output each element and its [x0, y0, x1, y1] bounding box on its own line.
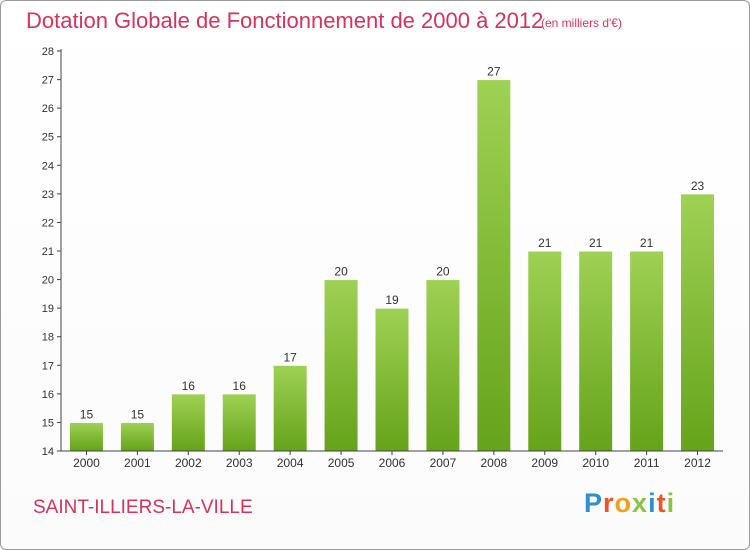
x-tick-label-2003: 2003	[226, 456, 253, 470]
data-label-2004: 17	[283, 350, 297, 364]
bar-2012	[680, 193, 716, 452]
x-tick-label-2005: 2005	[328, 456, 355, 470]
x-tick-label-2008: 2008	[480, 456, 507, 470]
x-tick-label-2002: 2002	[175, 456, 202, 470]
data-label-2006: 19	[385, 293, 399, 307]
data-label-2012: 23	[691, 179, 705, 193]
y-tick-label: 28	[42, 46, 54, 58]
x-tick-label-2004: 2004	[277, 456, 304, 470]
y-tick-label: 26	[42, 103, 54, 115]
x-tick-label-2009: 2009	[531, 456, 558, 470]
x-tick-label-2010: 2010	[582, 456, 609, 470]
bar-2009	[527, 250, 563, 452]
bar-2006	[374, 307, 410, 452]
chart-subtitle: (en milliers d'€)	[541, 16, 622, 30]
y-tick-label: 20	[42, 275, 54, 287]
y-tick-label: 15	[42, 417, 54, 429]
logo-letter: t	[656, 488, 667, 518]
data-label-2002: 16	[182, 379, 196, 393]
x-tick-label-2012: 2012	[684, 456, 711, 470]
logo-letter: i	[666, 488, 676, 518]
logo-letter: x	[632, 488, 649, 518]
logo-letter: P	[584, 488, 604, 518]
bar-2011	[629, 250, 665, 452]
y-tick-label: 27	[42, 75, 54, 87]
y-tick-label: 24	[42, 160, 54, 172]
y-tick-label: 14	[42, 446, 54, 458]
data-label-2005: 20	[334, 265, 348, 279]
data-label-2010: 21	[589, 236, 603, 250]
y-tick-label: 19	[42, 303, 54, 315]
proxiti-logo[interactable]: Proxiti	[584, 488, 675, 519]
bar-2010	[578, 250, 614, 452]
chart-title: Dotation Globale de Fonctionnement de 20…	[26, 8, 544, 33]
data-label-2009: 21	[538, 236, 552, 250]
logo-letter: o	[614, 488, 633, 518]
data-label-2011: 21	[640, 236, 654, 250]
y-tick-label: 18	[42, 332, 54, 344]
y-tick-label: 17	[42, 360, 54, 372]
x-tick-label-2006: 2006	[379, 456, 406, 470]
y-tick-label: 23	[42, 189, 54, 201]
bar-2000	[68, 421, 104, 452]
bar-2001	[119, 421, 155, 452]
y-tick-label: 16	[42, 389, 54, 401]
commune-name: SAINT-ILLIERS-LA-VILLE	[33, 497, 253, 518]
y-tick-label: 22	[42, 217, 54, 229]
bar-2004	[272, 364, 308, 452]
x-tick-label-2000: 2000	[73, 456, 100, 470]
bars-layer: 15 15 16 16 17 20 19 20 27 21 21 21 23	[68, 65, 716, 452]
axis-layer: 14 15 16 17 18 19 20 21 22 23 24 25 26 27 28 2000 2001 20…	[42, 46, 723, 470]
data-label-2008: 27	[487, 65, 501, 79]
data-label-2007: 20	[436, 265, 450, 279]
y-tick-label: 25	[42, 132, 54, 144]
data-label-2003: 16	[233, 379, 247, 393]
x-tick-label-2001: 2001	[124, 456, 151, 470]
y-tick-label: 21	[42, 246, 54, 258]
bar-2007	[425, 279, 461, 452]
x-tick-label-2007: 2007	[430, 456, 457, 470]
logo-letter: r	[603, 488, 615, 518]
x-tick-label-2011: 2011	[634, 456, 660, 470]
data-label-2001: 15	[131, 407, 145, 421]
bar-2002	[170, 393, 206, 452]
bar-2005	[323, 279, 359, 452]
bar-2008	[476, 79, 512, 452]
logo-letter: i	[648, 488, 657, 518]
bar-2003	[221, 393, 257, 452]
data-label-2000: 15	[80, 407, 94, 421]
